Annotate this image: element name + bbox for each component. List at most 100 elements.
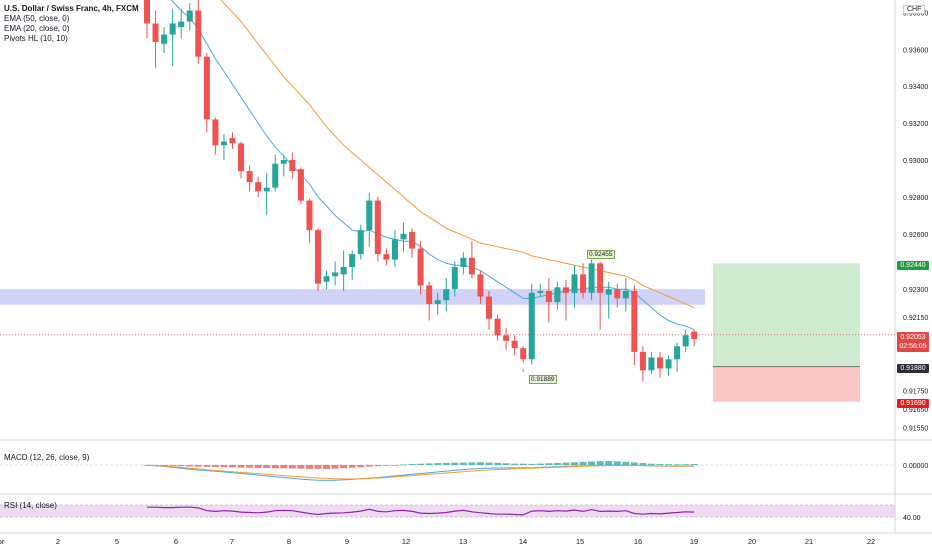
candle-body <box>682 335 689 347</box>
candle <box>605 281 612 319</box>
ema50-legend[interactable]: EMA (50, close, 0) <box>4 14 70 23</box>
y-axis-tick: 0.91750 <box>903 389 928 396</box>
macd-legend[interactable]: MACD (12, 26, close, 9) <box>4 453 90 462</box>
ema20-legend[interactable]: EMA (20, close, 0) <box>4 24 70 33</box>
candle <box>537 283 544 297</box>
candle <box>238 141 245 179</box>
candle-body <box>434 300 441 304</box>
macd-histogram-bar <box>647 463 655 465</box>
candle-body <box>648 357 655 371</box>
candle <box>486 290 492 330</box>
macd-histogram-bar <box>511 463 519 465</box>
candle <box>622 278 629 312</box>
candle-body <box>443 289 450 301</box>
candle <box>528 283 535 365</box>
candle <box>468 241 475 279</box>
currency-label[interactable]: CHF <box>903 5 926 14</box>
candle <box>161 27 168 53</box>
candle <box>195 0 202 65</box>
candle <box>152 10 159 68</box>
candle-body <box>297 169 304 201</box>
current-price-label: 0.92053 <box>900 334 926 341</box>
pivots-legend[interactable]: Pivots HL (10, 10) <box>4 34 68 43</box>
candle <box>545 278 552 323</box>
profit-zone <box>713 263 860 367</box>
macd-histogram-bar <box>254 465 262 468</box>
macd-histogram-bar <box>605 461 613 465</box>
candle <box>648 351 655 375</box>
macd-histogram-bar <box>665 464 673 465</box>
x-axis-tick: 9 <box>345 537 349 546</box>
candle-body <box>203 56 210 120</box>
macd-histogram-bar <box>459 462 467 465</box>
candle-body <box>349 254 356 268</box>
candle-body <box>315 230 321 284</box>
y-axis-tick: 0.92300 <box>903 287 928 294</box>
symbol-title[interactable]: U.S. Dollar / Swiss Franc, 4h, FXCM <box>4 4 139 13</box>
pivot-high-label: 0.92455 <box>587 250 615 259</box>
x-axis-tick: 19 <box>690 537 698 546</box>
y-axis-tick: 0.93000 <box>903 158 928 165</box>
candlesticks[interactable] <box>144 0 698 382</box>
macd-histogram-bar <box>682 464 690 465</box>
candle <box>246 165 253 192</box>
x-axis-tick: 7 <box>230 537 234 546</box>
macd-histogram-bar <box>630 462 638 465</box>
candle-body <box>391 239 398 260</box>
candle-body <box>169 23 176 35</box>
candle <box>580 263 587 299</box>
current-price-box: 0.92053 02:56:05 <box>897 332 929 352</box>
axes: 0.938000.936000.934000.932000.930000.928… <box>0 10 928 546</box>
x-axis-tick: 15 <box>576 537 584 546</box>
long-position-tool[interactable] <box>0 263 895 402</box>
macd-histogram-bar <box>211 465 219 467</box>
candle <box>357 224 364 260</box>
candle <box>682 329 689 352</box>
macd-histogram-bar <box>673 464 681 466</box>
candle-body <box>374 200 381 255</box>
candle <box>144 0 150 39</box>
candle-body <box>494 318 501 336</box>
candle <box>280 154 287 177</box>
macd-histogram-bar <box>434 463 442 465</box>
macd-histogram-bar <box>553 462 561 465</box>
macd-histogram-bar <box>340 465 348 469</box>
macd-histogram-bar <box>519 463 527 465</box>
candle <box>186 3 193 31</box>
candle-body <box>340 267 347 275</box>
stop-price-box: 0.91690 <box>897 399 929 408</box>
rsi-legend[interactable]: RSI (14, close) <box>4 501 57 510</box>
candle-body <box>545 290 552 303</box>
macd-histogram-bar <box>391 465 399 466</box>
macd-histogram-bar <box>314 465 322 469</box>
macd-histogram-bar <box>357 465 365 468</box>
candle <box>494 314 501 341</box>
candle <box>255 176 262 197</box>
macd-histogram-bar <box>160 465 168 466</box>
y-axis-tick: 0.91650 <box>903 407 928 414</box>
candle <box>220 134 227 160</box>
candle-body <box>511 340 518 349</box>
candle-body <box>588 263 595 293</box>
candle <box>400 222 407 253</box>
candle <box>272 154 279 192</box>
candle <box>212 117 219 155</box>
candle <box>203 52 210 133</box>
x-axis-tick: 5 <box>115 537 119 546</box>
macd-histogram-bar <box>468 462 476 465</box>
macd-histogram-bar <box>348 465 356 468</box>
loss-zone <box>713 366 860 402</box>
candle-body <box>665 359 672 369</box>
x-axis-tick: 20 <box>748 537 756 546</box>
candle-body <box>152 23 159 42</box>
candle-body <box>580 274 587 293</box>
x-axis-tick: 22 <box>867 537 875 546</box>
rsi-axis-tick: 40.00 <box>903 515 921 522</box>
macd-histogram-bar <box>656 464 664 465</box>
candle-body <box>562 287 569 293</box>
candle-body <box>263 187 270 192</box>
candle-body <box>554 287 561 303</box>
candle-body <box>255 182 262 192</box>
candle <box>169 8 176 66</box>
